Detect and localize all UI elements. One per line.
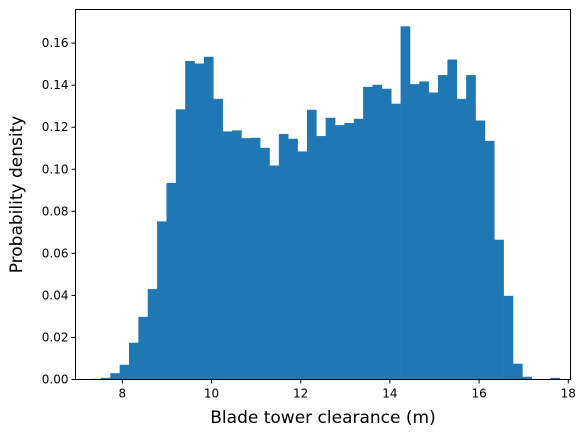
plot-frame xyxy=(75,9,571,380)
histogram-bar xyxy=(250,137,261,380)
histogram-bar xyxy=(306,109,317,380)
histogram-bar xyxy=(213,98,223,380)
histogram-bar xyxy=(438,75,448,380)
histogram-bar xyxy=(222,131,233,380)
histogram-bar xyxy=(241,138,252,380)
histogram-bar xyxy=(316,136,326,380)
histogram-bar xyxy=(503,295,514,380)
histogram-bar xyxy=(157,221,167,380)
x-axis-label: Blade tower clearance (m) xyxy=(210,408,435,428)
y-tick-label: 0.10 xyxy=(42,162,69,176)
x-tick-label: 16 xyxy=(471,387,486,401)
histogram-bar xyxy=(325,117,336,380)
histogram-bar xyxy=(110,373,120,380)
histogram-bars xyxy=(91,26,561,380)
histogram-bar xyxy=(391,103,401,380)
histogram-bar xyxy=(372,84,383,380)
x-axis-ticks: 8 10 12 14 16 18 xyxy=(119,379,576,401)
y-tick-label: 0.00 xyxy=(42,373,69,387)
histogram-bar xyxy=(550,377,561,380)
histogram-bar xyxy=(175,109,186,380)
histogram-bar xyxy=(400,26,411,380)
y-tick-label: 0.12 xyxy=(42,120,69,134)
histogram-bar xyxy=(288,138,298,380)
histogram-bar xyxy=(260,147,270,380)
y-tick-label: 0.04 xyxy=(42,288,69,302)
histogram-bar xyxy=(409,84,420,380)
x-tick-label: 12 xyxy=(293,387,308,401)
histogram-bar xyxy=(353,118,364,380)
histogram-bar xyxy=(335,125,345,380)
y-axis-ticks: 0.00 0.02 0.04 0.06 0.08 0.10 0.12 0.14 0.16 xyxy=(42,36,76,387)
histogram-bar xyxy=(428,92,439,380)
histogram-bar xyxy=(381,88,392,380)
histogram-bar xyxy=(203,56,214,380)
histogram-bar xyxy=(466,75,476,380)
histogram-bar xyxy=(278,133,289,380)
histogram-bar xyxy=(194,63,205,380)
x-tick-label: 18 xyxy=(561,387,576,401)
x-tick-label: 14 xyxy=(382,387,397,401)
histogram-bar xyxy=(269,165,280,380)
histogram-bar xyxy=(522,376,532,380)
histogram-bar xyxy=(100,377,111,380)
x-tick-label: 8 xyxy=(119,387,127,401)
histogram-bar xyxy=(363,86,373,380)
histogram-bar xyxy=(119,364,130,380)
histogram-bar xyxy=(456,98,467,380)
histogram-bar xyxy=(147,289,158,380)
y-tick-label: 0.02 xyxy=(42,330,69,344)
histogram-bar xyxy=(185,61,195,380)
histogram-bar xyxy=(129,342,139,380)
histogram-bar xyxy=(447,59,458,380)
x-tick-label: 10 xyxy=(204,387,219,401)
y-tick-label: 0.16 xyxy=(42,36,69,50)
histogram-bar xyxy=(138,316,149,380)
y-tick-label: 0.14 xyxy=(42,78,69,92)
histogram-bar xyxy=(166,182,177,380)
histogram-bar xyxy=(419,81,429,380)
y-axis-label: Probability density xyxy=(7,116,27,274)
histogram-bar xyxy=(484,140,495,380)
histogram-bar xyxy=(297,151,308,380)
y-tick-label: 0.08 xyxy=(42,204,69,218)
histogram-bar xyxy=(232,130,242,380)
histogram-bar xyxy=(344,123,355,380)
histogram-bar xyxy=(494,239,504,380)
histogram-bar xyxy=(475,120,486,380)
histogram-bar xyxy=(512,363,523,380)
y-tick-label: 0.06 xyxy=(42,246,69,260)
